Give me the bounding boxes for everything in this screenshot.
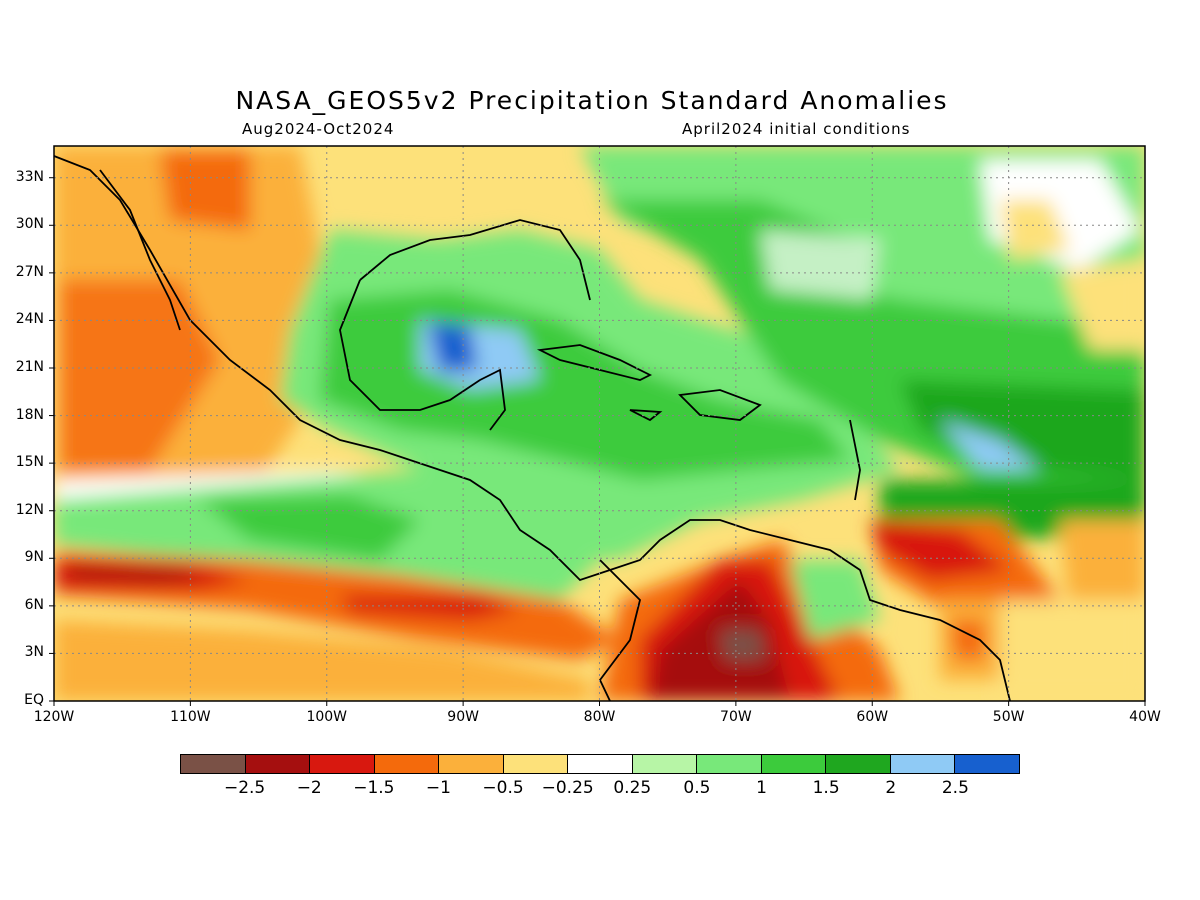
colorbar-label: 2.5 <box>941 778 969 798</box>
lon-label: 120W <box>33 709 75 725</box>
lon-label: 70W <box>720 709 752 725</box>
colorbar-swatch <box>826 755 891 773</box>
lon-label: 90W <box>447 709 479 725</box>
colorbar-swatch <box>374 755 440 773</box>
lat-label: 33N <box>15 168 44 185</box>
lat-label: 15N <box>15 454 44 471</box>
lon-label: 60W <box>856 709 889 725</box>
colorbar-label: 1 <box>756 778 767 798</box>
colorbar-label: −0.5 <box>482 778 524 798</box>
colorbar-swatch <box>181 755 246 773</box>
lat-label: 30N <box>15 216 44 233</box>
lat-label: 6N <box>24 596 44 613</box>
lon-label: 80W <box>583 709 616 725</box>
colorbar-swatch <box>245 755 311 773</box>
lon-label: 40W <box>1129 709 1161 725</box>
colorbar-label: −0.25 <box>541 778 594 798</box>
colorbar-swatch <box>310 755 375 773</box>
colorbar <box>180 754 1020 774</box>
colorbar-swatch <box>439 755 504 773</box>
lon-label: 100W <box>306 709 348 725</box>
colorbar-label: 0.25 <box>613 778 652 798</box>
colorbar-label: −2.5 <box>223 778 266 798</box>
lon-label: 110W <box>170 709 211 725</box>
lon-label: 50W <box>992 709 1025 725</box>
colorbar-swatch <box>761 755 827 773</box>
colorbar-swatch <box>955 755 1019 773</box>
lat-label: 9N <box>24 549 44 566</box>
lat-label: 12N <box>15 501 44 518</box>
colorbar-swatch <box>632 755 698 773</box>
lat-label: EQ <box>24 692 44 708</box>
colorbar-label: −1 <box>425 778 451 798</box>
colorbar-swatch <box>503 755 569 773</box>
lat-label: 18N <box>15 406 44 423</box>
initial-conditions: April2024 initial conditions <box>682 120 911 138</box>
lat-label: 21N <box>15 359 44 375</box>
colorbar-label: 1.5 <box>812 778 840 798</box>
colorbar-swatch <box>568 755 633 773</box>
forecast-period: Aug2024-Oct2024 <box>242 120 395 138</box>
lat-label: 24N <box>15 311 44 328</box>
lat-label: 3N <box>24 644 44 661</box>
chart-title: NASA_GEOS5v2 Precipitation Standard Anom… <box>235 86 949 115</box>
lat-label: 27N <box>15 263 44 280</box>
colorbar-label: −1.5 <box>353 778 395 798</box>
colorbar-swatch <box>697 755 762 773</box>
colorbar-label: 2 <box>885 778 897 798</box>
colorbar-label: 0.5 <box>683 778 711 798</box>
colorbar-label: −2 <box>296 778 322 798</box>
colorbar-swatch <box>890 755 956 773</box>
